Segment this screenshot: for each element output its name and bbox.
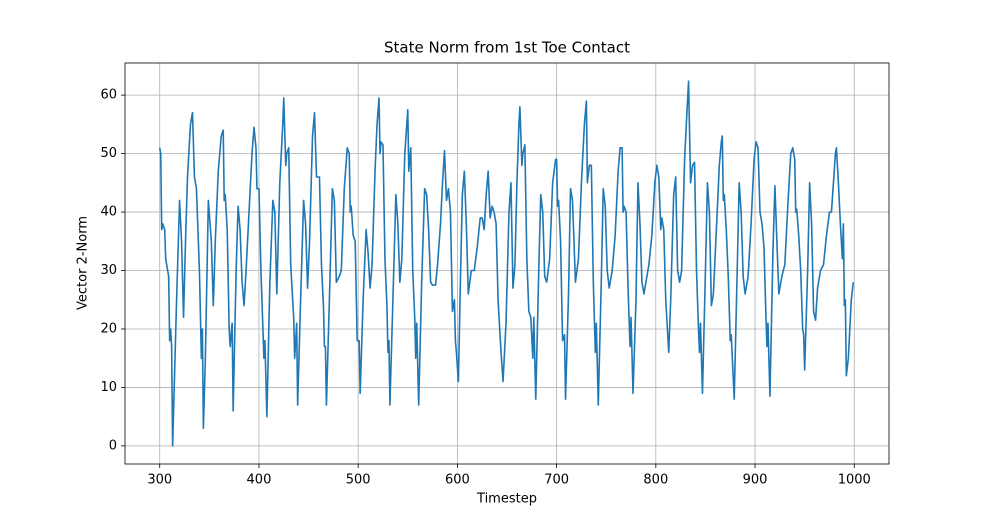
x-tick-label: 600 [445,473,470,488]
x-tick-label: 1000 [838,473,871,488]
chart-title: State Norm from 1st Toe Contact [384,39,630,57]
x-tick-label: 400 [247,473,272,488]
x-tick-label: 800 [643,473,668,488]
y-tick-label: 30 [100,263,117,278]
x-tick-label: 300 [147,473,172,488]
x-axis-label: Timestep [476,492,537,507]
y-tick-label: 20 [100,321,117,336]
x-tick-label: 900 [743,473,768,488]
y-tick-label: 50 [100,146,117,161]
y-tick-label: 10 [100,380,117,395]
y-axis-label: Vector 2-Norm [76,216,91,310]
y-tick-label: 40 [100,205,117,220]
x-tick-label: 500 [346,473,371,488]
y-tick-label: 0 [109,438,117,453]
data-line [158,80,855,447]
y-tick-label: 60 [100,88,117,103]
x-tick-label: 700 [544,473,569,488]
plot-frame [124,62,890,465]
